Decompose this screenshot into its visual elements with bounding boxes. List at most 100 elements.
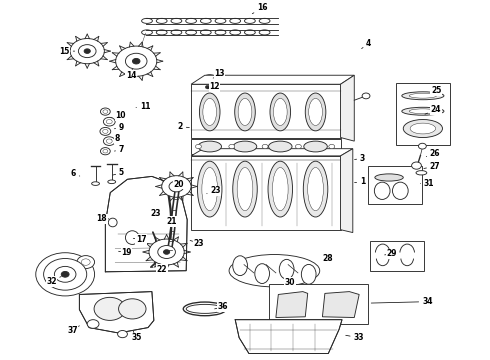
Text: 29: 29 <box>385 249 397 258</box>
Polygon shape <box>276 292 308 318</box>
Circle shape <box>70 39 104 64</box>
Ellipse shape <box>375 174 403 181</box>
Ellipse shape <box>273 98 287 125</box>
FancyBboxPatch shape <box>269 284 368 324</box>
Ellipse shape <box>255 264 270 284</box>
Circle shape <box>118 330 127 338</box>
Ellipse shape <box>200 30 211 35</box>
Text: 35: 35 <box>131 331 142 342</box>
Ellipse shape <box>230 30 241 35</box>
Ellipse shape <box>301 264 316 284</box>
Text: 15: 15 <box>59 46 74 55</box>
Circle shape <box>36 253 95 296</box>
Text: 30: 30 <box>284 278 295 287</box>
Text: 21: 21 <box>166 217 177 226</box>
Ellipse shape <box>108 180 116 184</box>
Circle shape <box>171 184 180 192</box>
Circle shape <box>203 84 213 91</box>
Text: 23: 23 <box>190 238 204 248</box>
Ellipse shape <box>402 107 444 115</box>
Text: 31: 31 <box>420 179 435 188</box>
Polygon shape <box>235 320 342 354</box>
Circle shape <box>262 144 268 149</box>
Text: 12: 12 <box>208 82 220 91</box>
Polygon shape <box>341 75 354 141</box>
Ellipse shape <box>108 218 117 227</box>
Ellipse shape <box>304 141 327 152</box>
Ellipse shape <box>142 30 152 35</box>
Text: 16: 16 <box>252 3 268 14</box>
Text: 32: 32 <box>46 276 61 286</box>
Ellipse shape <box>230 18 241 23</box>
Text: 14: 14 <box>126 69 137 80</box>
Text: 4: 4 <box>362 39 371 49</box>
Circle shape <box>205 85 210 89</box>
Text: 25: 25 <box>431 86 441 95</box>
Ellipse shape <box>233 141 257 152</box>
Ellipse shape <box>215 18 226 23</box>
Ellipse shape <box>403 120 442 138</box>
Ellipse shape <box>199 93 220 131</box>
Ellipse shape <box>235 93 255 131</box>
Ellipse shape <box>402 92 444 100</box>
Text: 10: 10 <box>112 111 126 120</box>
Circle shape <box>78 45 96 58</box>
Circle shape <box>100 127 111 135</box>
Text: 3: 3 <box>355 154 365 163</box>
Ellipse shape <box>125 231 139 244</box>
Ellipse shape <box>279 259 294 279</box>
Ellipse shape <box>142 18 152 23</box>
Ellipse shape <box>392 182 408 199</box>
Ellipse shape <box>409 93 437 98</box>
Circle shape <box>94 297 125 320</box>
Ellipse shape <box>233 161 257 217</box>
Text: 20: 20 <box>173 180 184 189</box>
Circle shape <box>102 130 108 133</box>
Ellipse shape <box>245 30 255 35</box>
Ellipse shape <box>203 98 217 125</box>
Ellipse shape <box>156 18 167 23</box>
Ellipse shape <box>92 182 99 185</box>
Circle shape <box>196 144 201 149</box>
Ellipse shape <box>268 161 293 217</box>
Circle shape <box>418 143 426 149</box>
Ellipse shape <box>156 30 167 35</box>
Circle shape <box>106 120 112 124</box>
Text: 13: 13 <box>213 69 225 78</box>
Text: 8: 8 <box>112 134 120 143</box>
Ellipse shape <box>309 98 322 125</box>
Circle shape <box>81 259 90 265</box>
FancyBboxPatch shape <box>191 84 341 138</box>
Ellipse shape <box>171 30 182 35</box>
Polygon shape <box>191 149 353 156</box>
Text: 34: 34 <box>371 297 433 306</box>
Ellipse shape <box>202 167 218 211</box>
Circle shape <box>84 49 90 53</box>
Ellipse shape <box>416 171 427 175</box>
Circle shape <box>103 117 115 126</box>
Text: 36: 36 <box>215 302 228 311</box>
Circle shape <box>162 176 191 197</box>
Ellipse shape <box>200 18 211 23</box>
Circle shape <box>169 181 184 192</box>
Ellipse shape <box>308 167 323 211</box>
FancyBboxPatch shape <box>370 241 424 271</box>
Text: 37: 37 <box>67 326 79 335</box>
Polygon shape <box>322 292 359 318</box>
Text: 23: 23 <box>150 209 162 217</box>
Polygon shape <box>341 149 353 233</box>
Text: 26: 26 <box>426 149 441 158</box>
Circle shape <box>132 58 140 64</box>
Circle shape <box>229 144 235 149</box>
Circle shape <box>103 110 108 113</box>
Polygon shape <box>191 75 354 84</box>
Ellipse shape <box>233 256 247 276</box>
Text: 18: 18 <box>97 214 109 223</box>
Circle shape <box>295 144 301 149</box>
Circle shape <box>412 162 421 169</box>
Text: 22: 22 <box>152 265 167 274</box>
Circle shape <box>164 250 170 254</box>
Circle shape <box>149 239 184 265</box>
Polygon shape <box>79 292 154 333</box>
Circle shape <box>77 256 95 269</box>
